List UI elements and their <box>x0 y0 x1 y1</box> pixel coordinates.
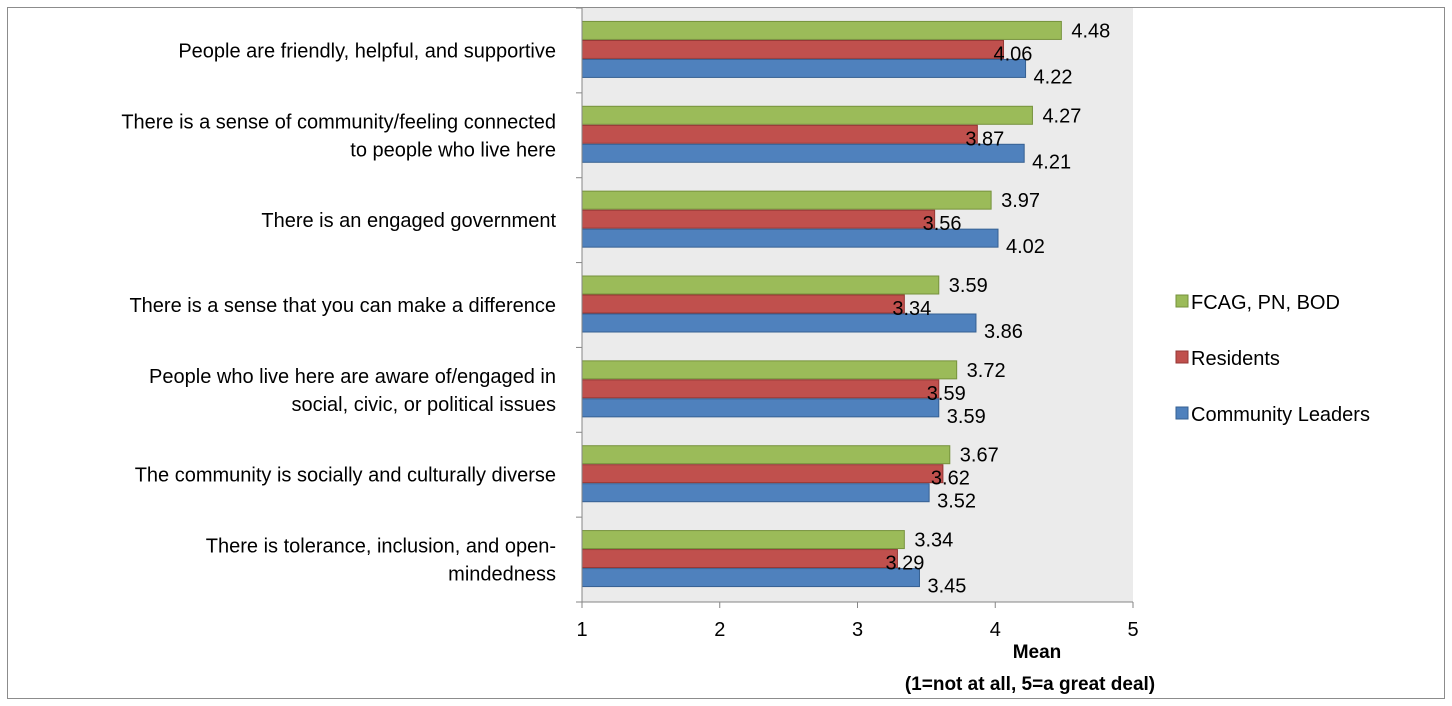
bar-community-leaders-4 <box>581 398 940 418</box>
value-label: 3.59 <box>947 406 986 428</box>
value-labels: 4.48 4.064.22 4.27 3.87 4.21 3.97 3.56 4.02 3.59… <box>885 20 1110 597</box>
bar-residents-5 <box>581 464 944 484</box>
axis-ticks <box>576 8 582 603</box>
x-tick-label: 1 <box>576 619 587 641</box>
bar-community-leaders-1 <box>581 143 1025 163</box>
value-label: 3.34 <box>914 530 953 552</box>
value-label: 3.62 <box>931 468 970 490</box>
legend-swatch-fcag-pn-bod <box>1175 294 1189 308</box>
bar-residents-3 <box>581 294 905 314</box>
category-label: There is a sense of community/feeling co… <box>121 111 556 161</box>
value-label: 3.59 <box>949 275 988 297</box>
chart-frame: 4.48 4.06 4.22 4.27 3.87 4.21 3.97 3.56 4.02 3.59… <box>7 7 1445 699</box>
value-label: 4.22 <box>1034 66 1073 88</box>
bar-fcag-pn-bod-2 <box>581 190 992 210</box>
category-label: There is a sense that you can make a dif… <box>129 295 556 317</box>
bar-fcag-pn-bod-3 <box>581 275 940 295</box>
bar-community-leaders-5 <box>581 483 930 503</box>
x-tick-label: 5 <box>1127 619 1138 641</box>
x-tick-label: 2 <box>714 619 725 641</box>
x-tick-label: 3 <box>852 619 863 641</box>
x-axis-subtitle: (1=not at all, 5=a great deal) <box>905 674 1155 695</box>
axes: 1 2 3 4 5 Mean (1=not at all, 5=a great deal) <box>576 8 1155 695</box>
value-label: 3.52 <box>937 491 976 513</box>
bar-residents-0 <box>581 39 1005 59</box>
category-label: There is tolerance, inclusion, and open-… <box>206 536 556 586</box>
value-label: 4.02 <box>1006 236 1045 258</box>
value-label: 3.97 <box>1001 190 1040 212</box>
value-label: 3.87 <box>965 128 1004 150</box>
bar-fcag-pn-bod-5 <box>581 445 951 465</box>
value-label: 3.45 <box>927 576 966 598</box>
value-label: 3.86 <box>984 321 1023 343</box>
value-label: 3.34 <box>892 298 931 320</box>
legend-label: Residents <box>1191 348 1280 370</box>
value-label: 3.59 <box>927 383 966 405</box>
value-label: 3.72 <box>967 360 1006 382</box>
bar-chart: 4.48 4.064.22 4.27 3.87 4.21 3.97 3.56 4.02 3.59… <box>121 8 1370 695</box>
category-labels: People are friendly, helpful, and suppor… <box>121 40 556 585</box>
bar-residents-1 <box>581 124 978 144</box>
legend-label: Community Leaders <box>1191 404 1370 426</box>
category-label: The community is socially and culturally… <box>135 465 556 487</box>
x-axis-title: Mean <box>1013 642 1062 663</box>
bar-residents-2 <box>581 209 936 229</box>
bar-residents-6 <box>581 549 898 569</box>
value-label: 3.67 <box>960 445 999 467</box>
bar-residents-4 <box>581 379 940 399</box>
legend-label: FCAG, PN, BOD <box>1191 292 1340 314</box>
bar-fcag-pn-bod-6 <box>581 530 905 550</box>
legend-swatch-community-leaders <box>1175 406 1189 420</box>
value-label: 4.06 <box>994 43 1033 65</box>
category-label: People who live here are aware of/engage… <box>149 366 556 416</box>
bars <box>581 20 1062 588</box>
category-label: There is an engaged government <box>261 210 556 232</box>
legend-swatch-residents <box>1175 350 1189 364</box>
value-label: 4.21 <box>1032 151 1071 173</box>
value-label: 4.48 <box>1071 20 1110 42</box>
bar-community-leaders-6 <box>581 568 920 588</box>
category-label: People are friendly, helpful, and suppor… <box>178 40 556 62</box>
bar-fcag-pn-bod-4 <box>581 360 958 380</box>
bar-community-leaders-0 <box>581 58 1027 78</box>
bar-fcag-pn-bod-1 <box>581 105 1033 125</box>
bar-fcag-pn-bod-0 <box>581 20 1062 40</box>
value-label: 3.56 <box>923 213 962 235</box>
legend: FCAG, PN, BOD Residents Community Leaders <box>1175 292 1370 426</box>
value-label: 4.27 <box>1042 105 1081 127</box>
value-label: 3.29 <box>885 553 924 575</box>
x-tick-label: 4 <box>990 619 1001 641</box>
